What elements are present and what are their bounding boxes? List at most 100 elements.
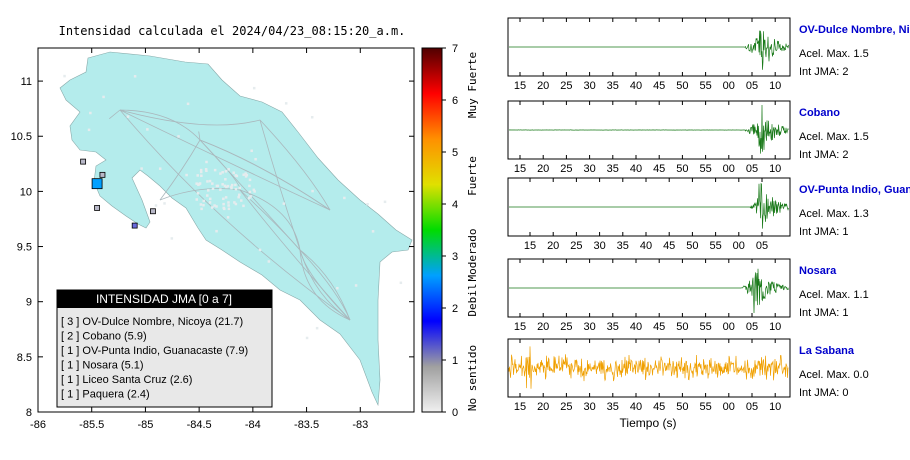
- colorbar-ticks: 7 6 5 4 3 2 1 0: [442, 43, 458, 419]
- town-marker: [213, 204, 216, 207]
- town-marker: [234, 183, 237, 187]
- town-marker: [230, 186, 233, 190]
- town-marker: [315, 326, 319, 330]
- colorbar-tick-label: 0: [452, 407, 458, 419]
- seismogram-tick-label: 40: [640, 240, 652, 252]
- seismogram-tick-label: 00: [723, 163, 735, 175]
- town-marker: [195, 198, 199, 201]
- seismogram-tick-label: 55: [699, 80, 711, 92]
- town-marker: [208, 201, 212, 204]
- seismogram-trace: [509, 268, 789, 314]
- town-marker: [200, 207, 203, 211]
- seismogram-tick-label: 35: [607, 163, 619, 175]
- x-tick-label: -86: [30, 419, 46, 431]
- colorbar-label: Debil: [466, 283, 479, 316]
- seismogram-tick-label: 25: [570, 240, 582, 252]
- legend-item: [ 1 ] Paquera (2.4): [61, 389, 150, 401]
- town-marker: [371, 230, 375, 233]
- road-line: [119, 109, 201, 141]
- town-marker: [305, 336, 309, 340]
- colorbar-label: No sentido: [466, 345, 479, 411]
- town-marker: [282, 202, 286, 205]
- seismogram-tick-label: 00: [723, 80, 735, 92]
- map-x-axis: -86 -85.5 -85 -84.5 -84 -83.5 -83: [30, 48, 368, 431]
- seismogram-tick-label: 35: [607, 321, 619, 333]
- seismogram-tick-label: 35: [607, 80, 619, 92]
- town-marker: [245, 173, 249, 177]
- town-marker: [158, 167, 162, 170]
- town-marker: [126, 115, 130, 118]
- seismogram-tick-label: 55: [709, 240, 721, 252]
- town-marker: [254, 157, 257, 161]
- legend-item: [ 2 ] Cobano (5.9): [61, 331, 147, 343]
- seismogram-tick-label: 35: [607, 401, 619, 413]
- seismogram-tick-label: 05: [746, 80, 758, 92]
- seismogram-tick-label: 20: [537, 80, 549, 92]
- seismogram-xlabel: Tiempo (s): [620, 416, 677, 430]
- town-marker: [383, 200, 387, 204]
- legend-item: [ 1 ] OV-Punta Indio, Guanacaste (7.9): [61, 345, 248, 357]
- int-jma-label: Int JMA: 1: [799, 307, 849, 319]
- town-marker: [89, 111, 92, 115]
- colorbar-label: Fuerte: [466, 156, 479, 196]
- seismogram-tick-label: 30: [583, 163, 595, 175]
- town-marker: [232, 171, 235, 174]
- town-marker: [252, 86, 256, 90]
- town-marker: [354, 284, 358, 287]
- road-line: [109, 109, 121, 119]
- int-jma-label: Int JMA: 0: [799, 387, 849, 399]
- map-frame: [37, 47, 415, 413]
- town-marker: [199, 170, 203, 174]
- seismogram-tick-label: 10: [769, 163, 781, 175]
- town-marker: [233, 201, 236, 204]
- town-marker: [253, 190, 256, 193]
- town-marker: [224, 178, 227, 181]
- seismogram-tick-label: 40: [630, 163, 642, 175]
- x-tick-label: -85: [137, 419, 153, 431]
- town-marker: [221, 171, 224, 174]
- road-line: [299, 249, 351, 321]
- town-marker: [230, 183, 234, 187]
- seismogram-trace: [508, 346, 789, 389]
- y-tick-label: 10: [20, 186, 32, 198]
- legend-title: INTENSIDAD JMA [0 a 7]: [96, 292, 232, 306]
- legend-item: [ 1 ] Liceo Santa Cruz (2.6): [61, 374, 192, 386]
- town-marker: [185, 173, 188, 177]
- town-marker: [399, 281, 403, 285]
- town-marker: [219, 188, 222, 191]
- town-marker: [234, 202, 238, 206]
- town-marker: [208, 197, 212, 201]
- map-title: Intensidad calculada el 2024/04/23_08:15…: [59, 24, 406, 38]
- town-marker: [310, 115, 314, 119]
- seismogram-tick-label: 30: [583, 80, 595, 92]
- town-marker: [336, 286, 339, 290]
- y-tick-label: 9.5: [17, 242, 32, 254]
- y-tick-label: 11: [21, 76, 32, 88]
- town-marker: [247, 196, 251, 200]
- town-marker: [206, 194, 209, 197]
- seismogram-tick-label: 45: [653, 321, 665, 333]
- acel-max-label: Acel. Max. 1.3: [799, 208, 869, 220]
- road-line: [199, 139, 331, 211]
- town-marker: [154, 204, 158, 207]
- town-marker: [63, 74, 66, 78]
- acel-max-label: Acel. Max. 0.0: [799, 369, 869, 381]
- station-name: OV-Punta Indio, Guana: [799, 184, 910, 196]
- int-jma-label: Int JMA: 1: [799, 226, 849, 238]
- town-marker: [242, 204, 245, 208]
- seismogram-tick-label: 40: [630, 80, 642, 92]
- town-marker: [199, 203, 203, 206]
- town-marker: [163, 202, 166, 205]
- station-marker: [94, 205, 100, 211]
- town-marker: [258, 248, 262, 252]
- seismogram-tick-label: 10: [769, 401, 781, 413]
- town-marker: [197, 183, 200, 187]
- station-name: OV-Dulce Nombre, Nico: [799, 24, 910, 36]
- town-marker: [284, 102, 288, 105]
- colorbar-tick-label: 1: [452, 355, 458, 367]
- town-marker: [248, 184, 251, 188]
- map-panel: Intensidad calculada el 2024/04/23_08:15…: [11, 24, 415, 431]
- town-marker: [196, 192, 200, 195]
